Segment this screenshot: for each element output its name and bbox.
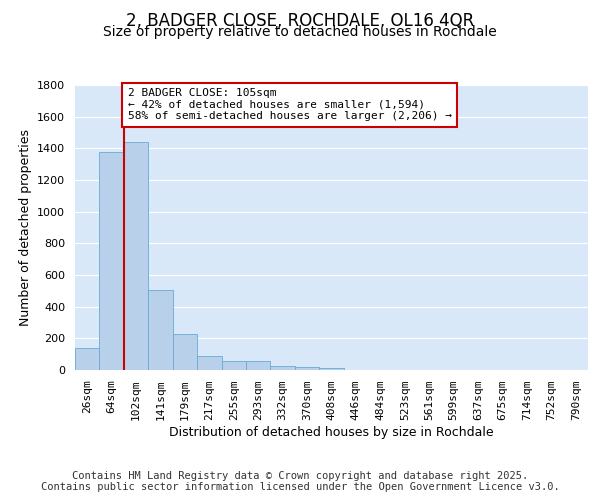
X-axis label: Distribution of detached houses by size in Rochdale: Distribution of detached houses by size … [169,426,494,439]
Text: 2, BADGER CLOSE, ROCHDALE, OL16 4QR: 2, BADGER CLOSE, ROCHDALE, OL16 4QR [126,12,474,30]
Bar [100,152,124,370]
Bar [246,362,271,370]
Bar [173,334,197,370]
Bar [75,348,100,370]
Bar [124,142,148,370]
Bar [295,367,319,370]
Y-axis label: Number of detached properties: Number of detached properties [19,129,32,326]
Bar [148,290,173,370]
Text: Size of property relative to detached houses in Rochdale: Size of property relative to detached ho… [103,25,497,39]
Text: Contains HM Land Registry data © Crown copyright and database right 2025.
Contai: Contains HM Land Registry data © Crown c… [41,471,559,492]
Bar [197,356,221,370]
Bar [221,362,246,370]
Bar [271,366,295,370]
Text: 2 BADGER CLOSE: 105sqm
← 42% of detached houses are smaller (1,594)
58% of semi-: 2 BADGER CLOSE: 105sqm ← 42% of detached… [128,88,452,122]
Bar [319,368,344,370]
